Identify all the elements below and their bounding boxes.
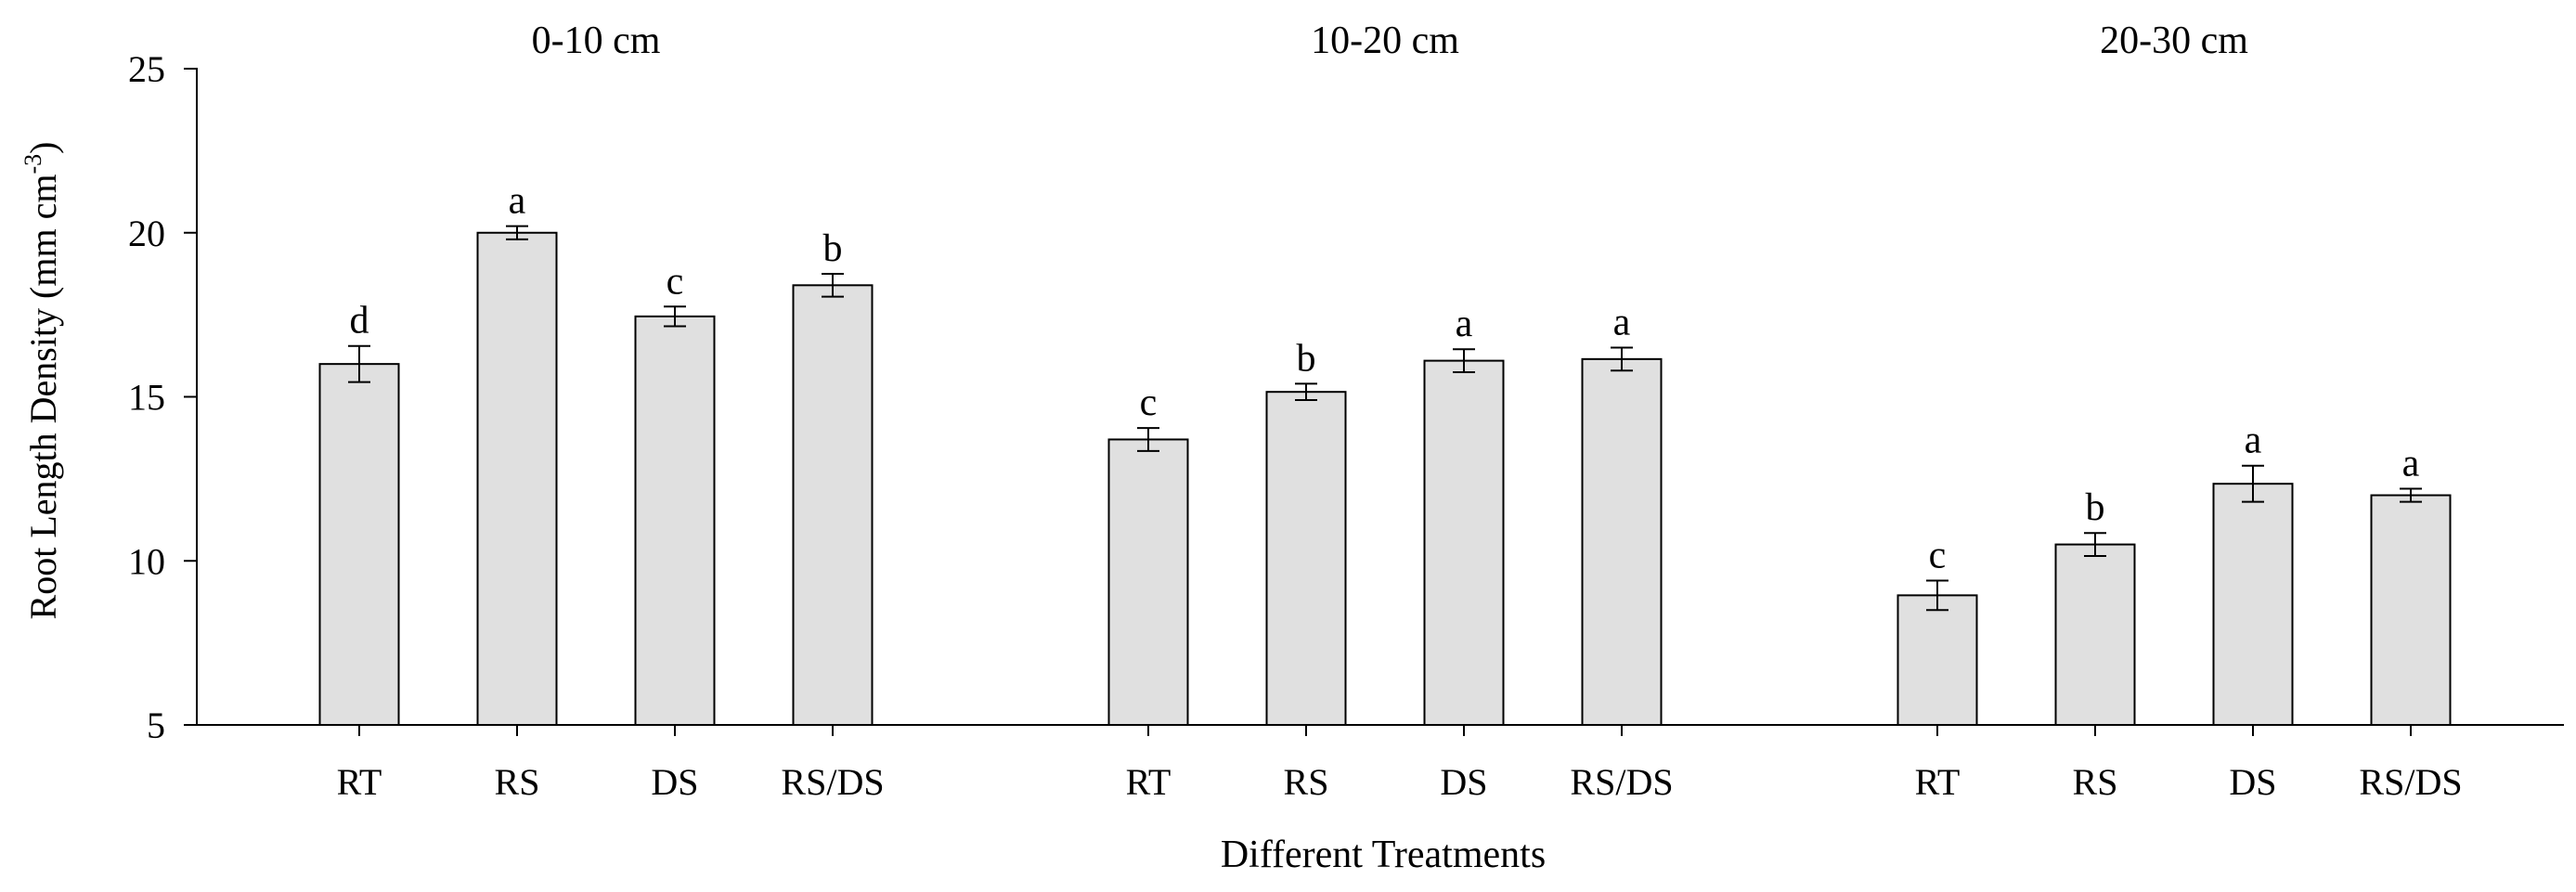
y-axis-label-text: Root Length Density (mm cm (22, 175, 64, 620)
y-tick-label: 15 (128, 377, 165, 419)
significance-letter: a (509, 180, 526, 223)
significance-letter: a (1613, 301, 1631, 343)
bar (1265, 391, 1347, 726)
x-tick-label: RS/DS (2359, 761, 2462, 803)
significance-letter: a (2245, 420, 2262, 462)
axes (184, 68, 2564, 736)
bar (1896, 594, 1978, 726)
y-tick-label: 20 (128, 213, 165, 254)
bar (476, 231, 558, 726)
x-tick-label: RT (1126, 761, 1171, 803)
group-title: 0-10 cm (532, 19, 661, 62)
x-tick-label: RT (337, 761, 382, 803)
x-tick-label: RT (1915, 761, 1961, 803)
y-axis-label-superscript: -3 (19, 154, 46, 175)
x-tick-label: RS (2073, 761, 2118, 803)
y-axis-label-close: ) (22, 142, 64, 154)
x-tick-label: RS (495, 761, 540, 803)
bar (2212, 483, 2294, 726)
bar (1581, 357, 1663, 726)
significance-letter: b (2086, 486, 2105, 529)
y-tick-label: 25 (128, 48, 165, 90)
y-axis-label: Root Length Density (mm cm-3) (19, 142, 64, 620)
labels: 5 10 15 20 25 0-10 cm d RT a RS c DS b RS/DS 10-20 cm c… (128, 19, 2463, 803)
x-tick-label: RS/DS (781, 761, 884, 803)
bar (318, 363, 400, 726)
bar (1423, 359, 1505, 726)
group-title: 10-20 cm (1311, 19, 1459, 62)
x-tick-label: DS (2229, 761, 2276, 803)
significance-letter: c (1140, 381, 1158, 424)
bar (2054, 543, 2136, 727)
y-tick-label: 10 (128, 540, 165, 582)
y-tick-label: 5 (147, 705, 165, 746)
significance-letter: c (1929, 534, 1947, 576)
significance-letter: b (823, 227, 843, 270)
x-tick-label: RS/DS (1570, 761, 1673, 803)
significance-letter: c (667, 260, 684, 303)
significance-letter: b (1297, 337, 1316, 380)
bar (1107, 438, 1189, 726)
significance-letter: a (2402, 442, 2420, 485)
bar (792, 284, 874, 726)
bars (318, 225, 2452, 727)
group-title: 20-30 cm (2100, 19, 2248, 62)
significance-letter: d (350, 300, 369, 343)
x-tick-label: DS (651, 761, 698, 803)
bar (634, 315, 716, 726)
significance-letter: a (1456, 303, 1473, 345)
x-axis-label: Different Treatments (1221, 834, 1546, 876)
x-tick-label: DS (1440, 761, 1487, 803)
x-tick-label: RS (1284, 761, 1329, 803)
bar (2370, 494, 2452, 726)
